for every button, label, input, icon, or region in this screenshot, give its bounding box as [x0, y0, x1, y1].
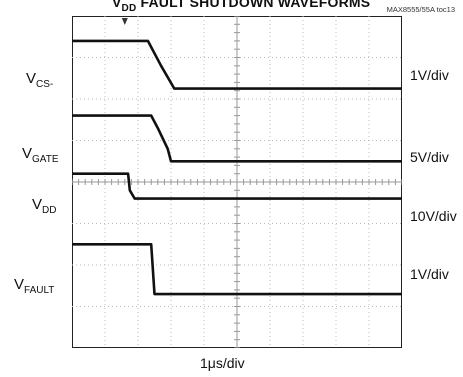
trace-label-vcs: VCS-: [26, 70, 54, 90]
trace-vfault: [72, 243, 402, 296]
scope-plot: [72, 16, 402, 348]
trace-label-vgate: VGATE: [22, 145, 59, 165]
trace-vcs: [72, 39, 402, 90]
trace-label-vfault: VFAULT: [14, 276, 55, 296]
scale-vfault: 1V/div: [410, 266, 449, 282]
time-scale-label: 1μs/div: [200, 355, 245, 371]
trace-label-vdd: VDD: [32, 196, 57, 216]
trace-vgate: [72, 114, 402, 163]
scale-vgate: 5V/div: [410, 149, 449, 165]
scale-vdd: 10V/div: [410, 208, 457, 224]
trigger-marker: [121, 18, 128, 25]
chart-title: VDD FAULT SHUTDOWN WAVEFORMS: [112, 0, 371, 14]
trace-vdd: [72, 172, 402, 200]
figure-tag: MAX8555/55A toc13: [386, 5, 455, 14]
scale-vcs: 1V/div: [410, 67, 449, 83]
